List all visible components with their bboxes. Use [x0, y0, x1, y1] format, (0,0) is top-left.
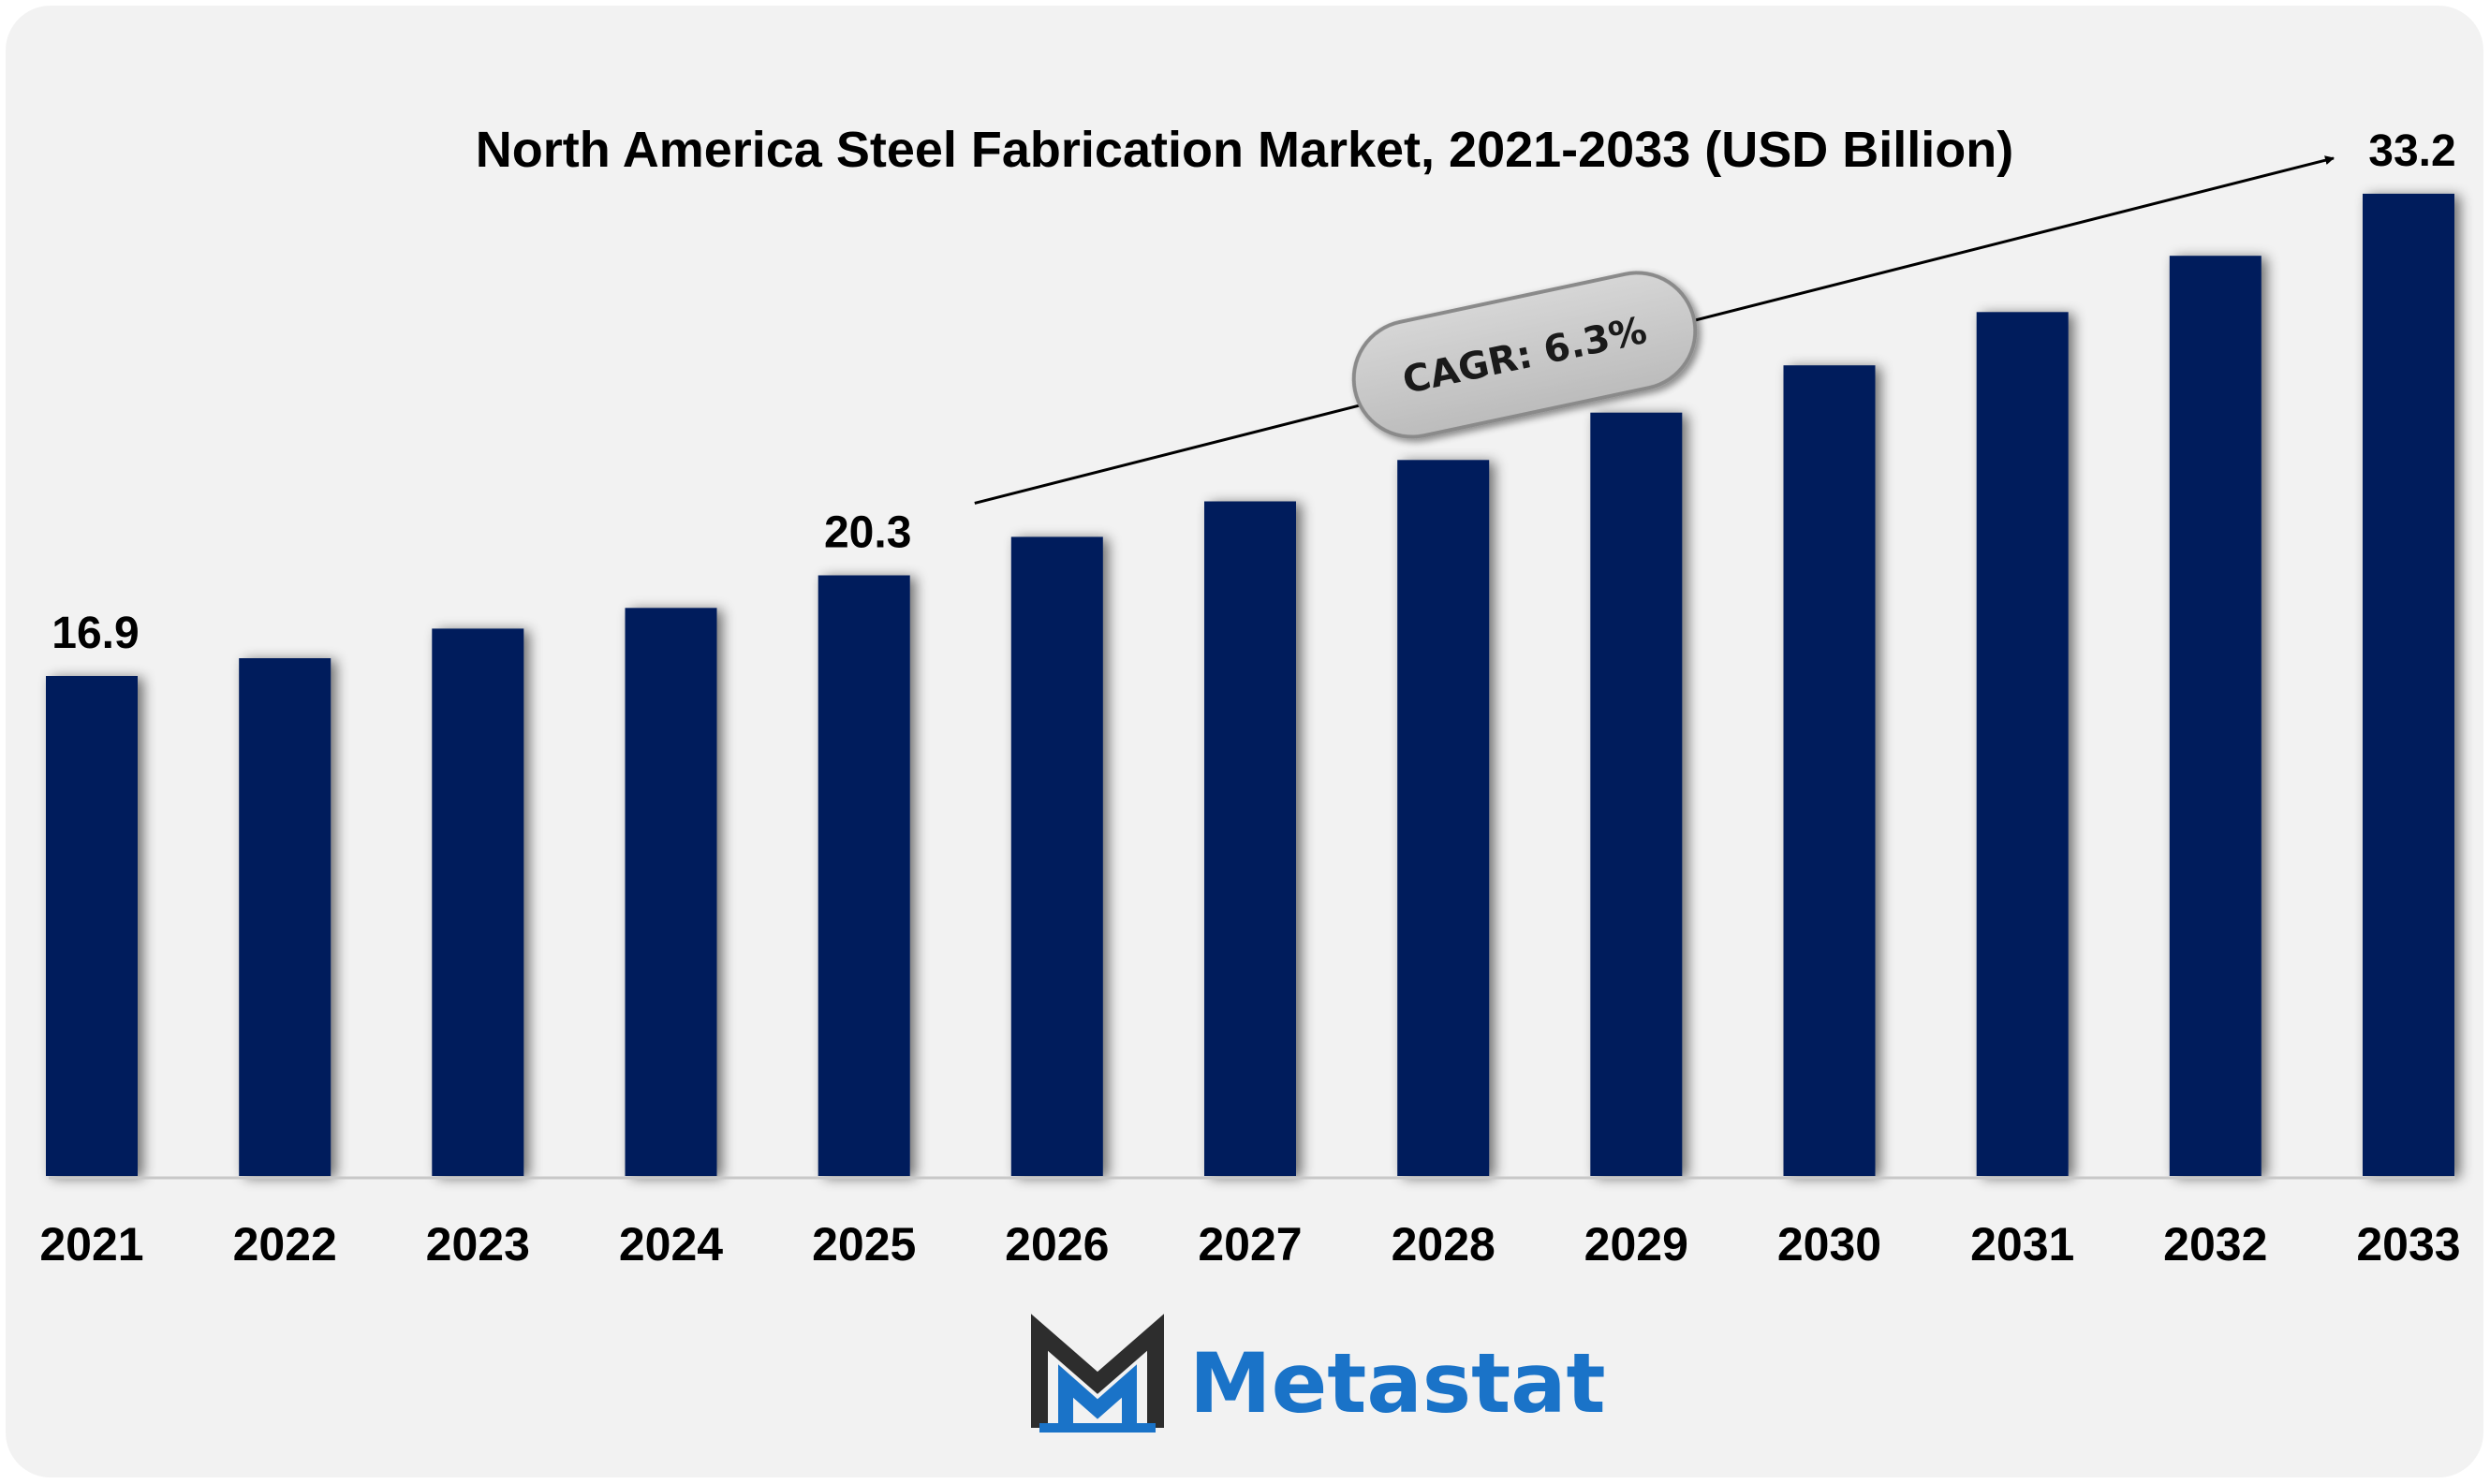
x-tick-2028: 2028	[1392, 1218, 1495, 1271]
x-tick-2022: 2022	[233, 1218, 337, 1271]
x-tick-2029: 2029	[1584, 1218, 1688, 1271]
x-tick-2030: 2030	[1777, 1218, 1881, 1271]
x-tick-2033: 2033	[2356, 1218, 2460, 1271]
x-tick-2025: 2025	[812, 1218, 916, 1271]
bar-2021	[46, 676, 138, 1176]
bar-2023	[432, 628, 524, 1176]
data-label-2025: 20.3	[824, 508, 911, 558]
bar-2025	[818, 575, 910, 1176]
brand-name: Metastat	[1189, 1335, 1606, 1432]
cagr-annotation: CAGR: 6.3%	[974, 155, 2335, 505]
chart-title: North America Steel Fabrication Market, …	[476, 122, 2014, 178]
data-labels: 16.9 20.3 33.2	[52, 126, 2455, 658]
bar-2027	[1204, 501, 1296, 1176]
bar-2033	[2363, 193, 2454, 1176]
x-tick-2023: 2023	[426, 1218, 530, 1271]
bar-2029	[1590, 412, 1683, 1176]
bar-2026	[1010, 536, 1103, 1176]
x-tick-2021: 2021	[39, 1218, 143, 1271]
x-tick-2031: 2031	[1970, 1218, 2074, 1271]
bar-2031	[1976, 312, 2069, 1176]
cagr-pill-background	[1351, 271, 1698, 439]
x-tick-2032: 2032	[2163, 1218, 2267, 1271]
data-label-2021: 16.9	[52, 609, 139, 658]
bar-2032	[2169, 256, 2262, 1176]
cagr-pill: CAGR: 6.3%	[1351, 271, 1698, 439]
bars-group	[46, 193, 2454, 1176]
x-tick-2027: 2027	[1198, 1218, 1302, 1271]
data-label-2033: 33.2	[2368, 126, 2455, 176]
x-tick-2026: 2026	[1005, 1218, 1109, 1271]
bar-2028	[1397, 460, 1490, 1176]
x-tick-2024: 2024	[619, 1218, 723, 1271]
metastat-m-logo-icon	[1031, 1314, 1164, 1433]
bar-2022	[239, 658, 332, 1176]
bar-2030	[1783, 365, 1876, 1176]
x-tick-labels: 2021 2022 2023 2024 2025 2026 2027 2028 2029 2030…	[39, 1218, 2460, 1271]
bar-2024	[625, 608, 717, 1176]
